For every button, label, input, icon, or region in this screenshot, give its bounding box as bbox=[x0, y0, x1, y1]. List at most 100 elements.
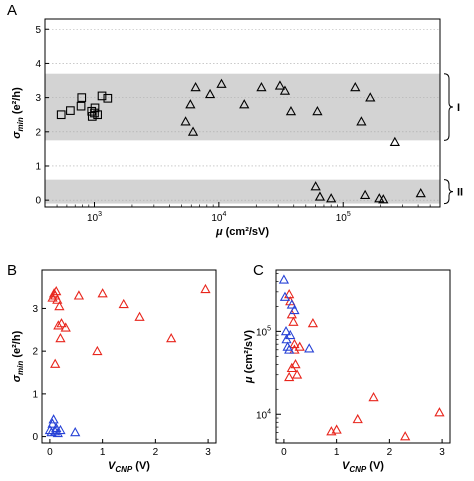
a-series1-point-11 bbox=[90, 108, 99, 118]
b-series2-point-8 bbox=[55, 424, 66, 435]
a-series2-point-7 bbox=[239, 99, 250, 109]
c-series2-point-3 bbox=[280, 326, 292, 336]
a-series2-point-2 bbox=[185, 99, 196, 109]
b-series1-point-4 bbox=[51, 286, 62, 296]
a-series1-point-3 bbox=[76, 101, 86, 111]
c-series1-point-10 bbox=[326, 426, 337, 436]
b-series1-point-17 bbox=[200, 283, 211, 294]
x-axis-label-a: μ (cm²/sV) bbox=[215, 226, 269, 238]
y-tick-label-a-3: 3 bbox=[35, 93, 41, 104]
a-series2-point-17 bbox=[310, 181, 321, 191]
a-series2-point-4 bbox=[190, 82, 201, 92]
y-tick-label-a-4: 4 bbox=[35, 59, 41, 70]
x-tick-label-b-2: 2 bbox=[153, 447, 159, 458]
a-series2-point-15 bbox=[365, 92, 376, 102]
c-series2-point-9 bbox=[289, 304, 300, 315]
x-tick-label-a-5-base: 10 bbox=[336, 213, 348, 224]
c-series1-point-1 bbox=[284, 288, 295, 299]
x-axis-label-c-symbol: V bbox=[342, 460, 351, 472]
x-axis-label-c-subscript: CNP bbox=[349, 465, 367, 474]
b-series1-point-9 bbox=[56, 318, 67, 328]
a-series2-point-23 bbox=[415, 187, 426, 198]
x-tick-label-a-3: 103 bbox=[87, 211, 102, 224]
x-tick-label-b-0: 0 bbox=[47, 447, 53, 458]
x-axis-label-b: VCNP (V) bbox=[108, 460, 150, 474]
x-tick-label-a-4: 104 bbox=[211, 211, 226, 224]
a-series1-point-7 bbox=[90, 103, 100, 113]
b-series1-point-11 bbox=[73, 290, 85, 300]
y-axis-label-b-subscript: min bbox=[16, 361, 25, 375]
plot-frame-c bbox=[275, 269, 451, 444]
y-axis-label-a-subscript: min bbox=[16, 117, 25, 131]
x-tick-label-a-4-exponent: 4 bbox=[222, 211, 226, 218]
a-series2-point-9 bbox=[274, 80, 286, 90]
y-axis-label-b-symbol: σ bbox=[11, 374, 23, 382]
x-axis-label-c-units: (V) bbox=[366, 460, 384, 472]
y-tick-label-c-5-base: 10 bbox=[256, 327, 268, 338]
y-tick-label-c-4: 104 bbox=[256, 408, 271, 421]
c-series2-point-8 bbox=[286, 299, 297, 309]
panel-letter-c: C bbox=[253, 262, 264, 279]
a-series2-point-14 bbox=[356, 116, 367, 126]
a-series1-point-2 bbox=[66, 106, 75, 115]
b-series1-point-15 bbox=[134, 311, 145, 321]
c-series2-point-2 bbox=[279, 291, 291, 301]
y-tick-label-c-4-base: 10 bbox=[256, 410, 268, 421]
panel-letter-a: A bbox=[7, 2, 18, 19]
c-series1-point-9 bbox=[307, 318, 319, 328]
c-series1-point-11 bbox=[331, 424, 342, 434]
y-tick-label-b-3: 3 bbox=[32, 304, 38, 315]
b-series1-point-12 bbox=[92, 345, 103, 356]
c-series1-point-12 bbox=[352, 413, 363, 424]
x-tick-label-a-4-base: 10 bbox=[211, 213, 223, 224]
b-series1-point-10 bbox=[60, 322, 71, 332]
x-axis-label-b-units: (V) bbox=[132, 460, 150, 472]
c-series1-point-13 bbox=[368, 392, 379, 402]
y-axis-label-c: μ (cm²/sV) bbox=[243, 330, 255, 384]
a-series2-point-5 bbox=[204, 88, 216, 99]
c-series1-point-8 bbox=[294, 341, 305, 351]
y-axis-label-c-symbol: μ bbox=[243, 376, 255, 384]
chart-panel-b: 0 1 2 3 0 1 2 3 σmin (e²/h) VCNP (V) bbox=[11, 269, 217, 474]
panel-letter-b: B bbox=[7, 262, 18, 279]
x-tick-label-b-3: 3 bbox=[205, 447, 211, 458]
b-series1-point-6 bbox=[53, 320, 64, 330]
x-tick-label-a-3-base: 10 bbox=[87, 213, 99, 224]
c-series2-point-7 bbox=[285, 329, 296, 340]
a-series1-point-1 bbox=[56, 110, 66, 120]
a-series2-point-20 bbox=[359, 189, 371, 199]
x-axis-label-b-symbol: V bbox=[108, 460, 117, 472]
a-series2-point-11 bbox=[285, 105, 297, 116]
y-tick-label-b-2: 2 bbox=[32, 347, 38, 358]
a-series2-point-6 bbox=[216, 78, 227, 88]
a-series1-point-8 bbox=[93, 110, 102, 120]
y-axis-label-b-units: (e²/h) bbox=[11, 330, 23, 360]
b-series1-point-5 bbox=[52, 294, 63, 304]
a-series2-point-13 bbox=[350, 82, 361, 92]
x-tick-label-a-5: 105 bbox=[336, 211, 351, 224]
y-tick-label-a-2: 2 bbox=[35, 127, 41, 138]
b-series1-point-7 bbox=[54, 300, 65, 311]
c-series2-point-1 bbox=[278, 274, 290, 284]
b-series2-point-4 bbox=[48, 414, 59, 424]
x-axis-label-a-symbol: μ bbox=[215, 226, 223, 238]
x-tick-label-b-1: 1 bbox=[100, 447, 106, 458]
x-tick-label-c-2: 2 bbox=[387, 447, 393, 458]
y-tick-label-a-1: 1 bbox=[35, 161, 41, 172]
c-series1-point-6 bbox=[290, 359, 301, 369]
a-series1-point-4 bbox=[77, 93, 87, 102]
plot-frame-b bbox=[41, 269, 217, 444]
y-tick-label-c-5-exponent: 5 bbox=[267, 325, 271, 332]
x-axis-label-a-units: (cm²/sV) bbox=[223, 226, 270, 238]
c-series1-point-15 bbox=[434, 407, 445, 417]
x-tick-label-c-1: 1 bbox=[334, 447, 340, 458]
b-series2-point-7 bbox=[52, 427, 63, 438]
c-series2-point-6 bbox=[284, 344, 295, 354]
y-axis-label-a-symbol: σ bbox=[11, 131, 23, 139]
a-series2-point-16 bbox=[389, 136, 400, 146]
c-series2-point-10 bbox=[304, 343, 315, 353]
x-axis-label-b-subscript: CNP bbox=[115, 465, 133, 474]
c-series1-point-4 bbox=[288, 316, 299, 326]
c-series1-point-7 bbox=[291, 369, 303, 379]
